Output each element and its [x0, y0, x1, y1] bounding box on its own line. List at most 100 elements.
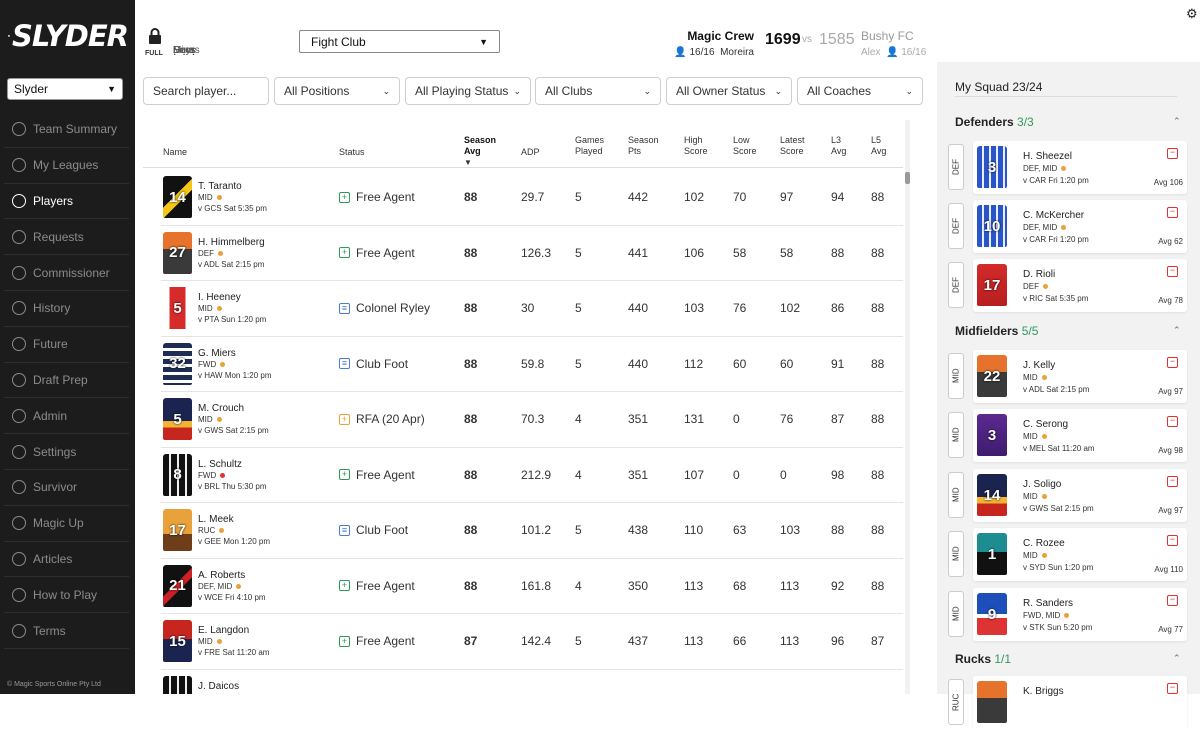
sidebar-item-settings[interactable]: Settings	[4, 434, 129, 470]
squad-player-card[interactable]: 10 C. McKercher DEF, MID v CAR Fri 1:20 pm A…	[973, 200, 1187, 253]
player-name[interactable]: J. Soligo	[1023, 479, 1062, 490]
col-season-pts[interactable]: Season Pts	[628, 135, 659, 156]
table-row[interactable]: 5 M. Crouch MID v GWS Sat 2:15 pm + RFA (20 A…	[161, 392, 903, 448]
chevron-up-icon[interactable]: ⌃	[1173, 116, 1181, 126]
player-name[interactable]: R. Sanders	[1023, 598, 1074, 609]
player-name[interactable]: G. Miers	[198, 347, 236, 359]
add-player-icon[interactable]: +	[339, 247, 350, 258]
gear-icon[interactable]: ⚙	[1186, 6, 1198, 21]
table-row[interactable]: 32 G. Miers FWD v HAW Mon 1:20 pm ≡ Club Foot…	[161, 337, 903, 392]
squad-player-card[interactable]: 1 C. Rozee MID v SYD Sun 1:20 pm Avg 110 −	[973, 528, 1187, 581]
table-row[interactable]: 27 H. Himmelberg DEF v ADL Sat 2:15 pm + Free…	[161, 226, 903, 281]
player-name[interactable]: J. Daicos	[198, 680, 240, 692]
squad-player-card[interactable]: 3 C. Serong MID v MEL Sat 11:20 am Avg 98 −	[973, 409, 1187, 462]
sidebar-item-team-summary[interactable]: Team Summary	[4, 112, 129, 148]
col-adp[interactable]: ADP	[521, 147, 540, 157]
player-status[interactable]: + Free Agent	[339, 579, 415, 593]
col-high-score[interactable]: High Score	[684, 135, 708, 156]
table-row[interactable]: 14 T. Taranto MID v GCS Sat 5:35 pm + Free Ag…	[161, 170, 903, 226]
positions-filter[interactable]: All Positions ⌄	[274, 77, 400, 105]
sort-desc-icon[interactable]: ▼	[464, 158, 472, 167]
search-input[interactable]: Search player...	[143, 77, 269, 105]
sidebar-item-future[interactable]: Future	[4, 327, 129, 363]
add-player-icon[interactable]: +	[339, 191, 350, 203]
player-name[interactable]: M. Crouch	[198, 403, 245, 414]
league-select[interactable]: Slyder ▼	[7, 78, 123, 100]
sidebar-item-survivor[interactable]: Survivor	[4, 470, 129, 506]
table-scrollbar-thumb[interactable]	[905, 172, 910, 184]
player-name[interactable]: C. McKercher	[1023, 210, 1085, 221]
table-scrollbar[interactable]	[905, 120, 910, 694]
remove-player-icon[interactable]: −	[1167, 207, 1178, 218]
sidebar-item-magic-up[interactable]: Magic Up	[4, 506, 129, 542]
remove-player-icon[interactable]: −	[1167, 535, 1178, 546]
col-season-avg[interactable]: Season Avg	[464, 135, 497, 156]
table-row[interactable]: 5 I. Heeney MID v PTA Sun 1:20 pm ≡ Colonel R…	[161, 281, 903, 337]
player-name[interactable]: H. Himmelberg	[198, 236, 265, 248]
col-latest-score[interactable]: Latest Score	[780, 135, 805, 156]
col-l5-avg[interactable]: L5 Avg	[871, 135, 887, 156]
table-row[interactable]: 21 A. Roberts DEF, MID v WCE Fri 4:10 pm + Fr…	[161, 559, 903, 614]
sidebar-item-my-leagues[interactable]: My Leagues	[4, 148, 129, 184]
playing-status-filter[interactable]: All Playing Status ⌄	[405, 77, 531, 105]
player-status[interactable]: ≡ Club Foot	[339, 357, 408, 371]
remove-player-icon[interactable]: −	[1167, 476, 1178, 487]
player-name[interactable]: T. Taranto	[198, 181, 242, 192]
matchup-select[interactable]: Fight Club ▼	[299, 30, 500, 53]
col-games-played[interactable]: Games Played	[575, 135, 605, 156]
player-status[interactable]: + Free Agent	[339, 246, 415, 260]
app-logo[interactable]: SLYDER	[8, 14, 129, 58]
player-name[interactable]: H. Sheezel	[1023, 151, 1072, 162]
player-name[interactable]: I. Heeney	[198, 292, 241, 303]
squad-player-card[interactable]: 3 H. Sheezel DEF, MID v CAR Fri 1:20 pm Avg …	[973, 141, 1187, 194]
sidebar-item-terms[interactable]: Terms	[4, 613, 129, 649]
chevron-up-icon[interactable]: ⌃	[1173, 653, 1181, 663]
player-name[interactable]: L. Schultz	[198, 458, 242, 470]
player-status[interactable]: ≡ Colonel Ryley	[339, 301, 430, 315]
col-low-score[interactable]: Low Score	[733, 135, 757, 156]
owned-icon[interactable]: ≡	[339, 524, 350, 536]
player-status[interactable]: + Free Agent	[339, 468, 415, 482]
add-player-icon[interactable]: +	[339, 635, 350, 647]
remove-player-icon[interactable]: −	[1167, 357, 1178, 368]
remove-player-icon[interactable]: −	[1167, 148, 1178, 159]
squad-player-card[interactable]: 17 D. Rioli DEF v RIC Sat 5:35 pm Avg 78 −	[973, 259, 1187, 312]
sidebar-item-admin[interactable]: Admin	[4, 398, 129, 435]
player-status[interactable]: + Free Agent	[339, 634, 415, 648]
rfa-icon[interactable]: +	[339, 413, 350, 425]
player-name[interactable]: J. Kelly	[1023, 360, 1056, 371]
player-name[interactable]: E. Langdon	[198, 625, 250, 636]
add-player-icon[interactable]: +	[339, 469, 350, 480]
col-status[interactable]: Status	[339, 147, 365, 157]
sidebar-item-commissioner[interactable]: Commissioner	[4, 255, 129, 291]
sidebar-item-how-to-play[interactable]: How to Play	[4, 577, 129, 614]
sidebar-item-history[interactable]: History	[4, 291, 129, 327]
squad-player-card[interactable]: 9 R. Sanders FWD, MID v STK Sun 5:20 pm Avg …	[973, 588, 1187, 641]
player-name[interactable]: A. Roberts	[198, 569, 246, 581]
chevron-up-icon[interactable]: ⌃	[1173, 325, 1181, 335]
squad-player-card[interactable]: 14 J. Soligo MID v GWS Sat 2:15 pm Avg 97 −	[973, 469, 1187, 522]
add-player-icon[interactable]: +	[339, 580, 350, 591]
col-name[interactable]: Name	[163, 147, 188, 157]
col-l3-avg[interactable]: L3 Avg	[831, 135, 847, 156]
player-name[interactable]: K. Briggs	[1023, 686, 1064, 697]
remove-player-icon[interactable]: −	[1167, 683, 1178, 694]
player-name[interactable]: L. Meek	[198, 514, 234, 525]
player-name[interactable]: C. Rozee	[1023, 538, 1065, 549]
sidebar-item-articles[interactable]: Articles	[4, 542, 129, 578]
remove-player-icon[interactable]: −	[1167, 266, 1178, 277]
table-row[interactable]: 8 L. Schultz FWD v BRL Thu 5:30 pm + Free Age…	[161, 448, 903, 503]
player-status[interactable]: + Free Agent	[339, 190, 415, 204]
owned-icon[interactable]: ≡	[339, 302, 350, 314]
table-row[interactable]: 15 E. Langdon MID v FRE Sat 11:20 am + Free A…	[161, 614, 903, 670]
player-name[interactable]: D. Rioli	[1023, 269, 1056, 280]
sidebar-item-players[interactable]: Players	[4, 184, 129, 220]
clubs-filter[interactable]: All Clubs ⌄	[535, 77, 661, 105]
table-row[interactable]: 17 L. Meek RUC v GEE Mon 1:20 pm ≡ Club Foot 8…	[161, 503, 903, 559]
table-row[interactable]: J. Daicos	[161, 670, 903, 694]
remove-player-icon[interactable]: −	[1167, 595, 1178, 606]
owned-icon[interactable]: ≡	[339, 358, 350, 369]
sidebar-item-draft-prep[interactable]: Draft Prep	[4, 363, 129, 399]
player-status[interactable]: ≡ Club Foot	[339, 523, 408, 537]
squad-player-card[interactable]: 22 J. Kelly MID v ADL Sat 2:15 pm Avg 97 −	[973, 350, 1187, 403]
